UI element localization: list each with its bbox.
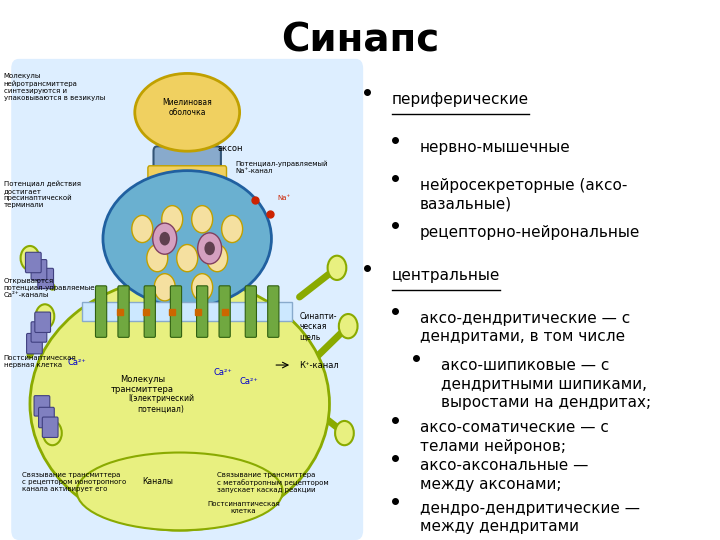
Text: Связывание трансмиттера
с рецептором ионотропного
канала активирует его: Связывание трансмиттера с рецептором ион… <box>22 472 127 492</box>
Circle shape <box>154 274 175 301</box>
Circle shape <box>132 215 153 242</box>
Circle shape <box>153 223 176 254</box>
FancyBboxPatch shape <box>219 286 230 338</box>
FancyBboxPatch shape <box>35 312 50 333</box>
Ellipse shape <box>30 278 330 530</box>
Circle shape <box>176 245 198 272</box>
FancyBboxPatch shape <box>148 166 227 188</box>
Text: дендро-дендритические —
между дендритами: дендро-дендритические — между дендритами <box>420 501 640 534</box>
Text: нервно-мышечные: нервно-мышечные <box>420 139 571 154</box>
Text: Na⁺: Na⁺ <box>277 195 290 201</box>
Text: аксо-дендритические — с
дендритами, в том числе: аксо-дендритические — с дендритами, в то… <box>420 310 630 344</box>
FancyBboxPatch shape <box>118 286 129 338</box>
FancyBboxPatch shape <box>12 59 363 540</box>
FancyBboxPatch shape <box>246 286 256 338</box>
FancyBboxPatch shape <box>39 407 54 428</box>
Text: К⁺-канал: К⁺-канал <box>300 361 339 369</box>
FancyBboxPatch shape <box>42 417 58 437</box>
Text: Потенциал-управляемый
Na⁺-канал: Потенциал-управляемый Na⁺-канал <box>236 161 328 174</box>
Circle shape <box>198 233 222 264</box>
FancyBboxPatch shape <box>144 286 156 338</box>
FancyBboxPatch shape <box>27 333 42 354</box>
Circle shape <box>21 246 40 270</box>
Circle shape <box>35 304 54 328</box>
FancyBboxPatch shape <box>38 268 53 289</box>
Text: Синапс: Синапс <box>281 22 439 59</box>
FancyBboxPatch shape <box>25 252 41 273</box>
FancyBboxPatch shape <box>96 286 107 338</box>
FancyBboxPatch shape <box>31 260 47 280</box>
Text: Синапти-
ческая
щель: Синапти- ческая щель <box>300 312 337 341</box>
Text: центральные: центральные <box>392 268 500 283</box>
Text: аксо-аксональные —
между аксонами;: аксо-аксональные — между аксонами; <box>420 458 588 491</box>
Circle shape <box>328 255 346 280</box>
Text: периферические: периферические <box>392 92 529 107</box>
Text: Связывание трансмиттера
с метаботропным рецептором
запускает каскад реакции: Связывание трансмиттера с метаботропным … <box>217 472 329 493</box>
Circle shape <box>335 421 354 445</box>
Text: Ca²⁺: Ca²⁺ <box>213 368 232 377</box>
Circle shape <box>222 215 243 242</box>
Text: Миелиновая
оболочка: Миелиновая оболочка <box>162 98 212 117</box>
Text: аксо-шипиковые — с
дендритными шипиками,
выростами на дендритах;: аксо-шипиковые — с дендритными шипиками,… <box>441 358 652 410</box>
Text: Ca²⁺: Ca²⁺ <box>240 377 258 387</box>
Text: Молекулы
нейротрансмиттера
синтезируются и
упаковываются в везикулы: Молекулы нейротрансмиттера синтезируются… <box>4 73 105 101</box>
FancyBboxPatch shape <box>197 286 208 338</box>
FancyBboxPatch shape <box>268 286 279 338</box>
FancyBboxPatch shape <box>34 396 50 416</box>
Ellipse shape <box>103 171 271 307</box>
Text: Ca²⁺: Ca²⁺ <box>68 358 86 367</box>
Text: Молекулы
трансмиттера: Молекулы трансмиттера <box>111 375 174 394</box>
FancyBboxPatch shape <box>148 214 227 237</box>
FancyBboxPatch shape <box>171 286 181 338</box>
Text: I(электрический
потенциал): I(электрический потенциал) <box>128 394 194 414</box>
Circle shape <box>43 421 62 445</box>
Text: аксон: аксон <box>217 144 243 153</box>
Text: Постсинаптическая
нервная клетка: Постсинаптическая нервная клетка <box>4 355 76 368</box>
Circle shape <box>207 245 228 272</box>
FancyBboxPatch shape <box>31 322 47 342</box>
Text: нейросекреторные (аксо-
вазальные): нейросекреторные (аксо- вазальные) <box>420 178 627 211</box>
Ellipse shape <box>77 453 283 530</box>
FancyBboxPatch shape <box>153 146 221 244</box>
Circle shape <box>204 241 215 255</box>
Text: Потенциал действия
достигает
пресинаптической
терминали: Потенциал действия достигает пресинаптич… <box>4 180 81 208</box>
Circle shape <box>147 245 168 272</box>
FancyBboxPatch shape <box>148 190 227 212</box>
Circle shape <box>162 206 183 233</box>
Text: Постсинаптическая
клетка: Постсинаптическая клетка <box>207 501 280 514</box>
Text: Каналы: Каналы <box>142 477 173 486</box>
Circle shape <box>192 274 212 301</box>
Circle shape <box>339 314 358 338</box>
Circle shape <box>192 206 212 233</box>
Text: аксо-соматические — с
телами нейронов;: аксо-соматические — с телами нейронов; <box>420 420 609 454</box>
FancyBboxPatch shape <box>82 302 292 321</box>
Text: рецепторно-нейрональные: рецепторно-нейрональные <box>420 225 640 240</box>
Ellipse shape <box>135 73 240 151</box>
Circle shape <box>160 232 170 246</box>
Text: Открываются
потенциал-управляемые
Са²⁺-каналы: Открываются потенциал-управляемые Са²⁺-к… <box>4 278 95 298</box>
